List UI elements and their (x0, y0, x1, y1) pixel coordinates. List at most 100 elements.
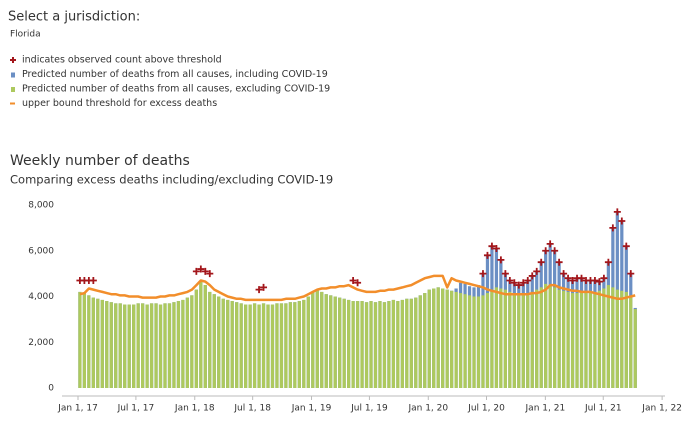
bar (154, 303, 158, 388)
bar (141, 303, 145, 388)
observed-marker (515, 281, 523, 289)
bar (539, 287, 543, 388)
observed-marker (569, 276, 577, 284)
observed-marker (201, 267, 209, 275)
observed-marker (519, 279, 527, 287)
bar (109, 302, 113, 388)
bar (87, 295, 91, 388)
bar (239, 303, 243, 388)
bar (396, 301, 400, 388)
bar (158, 304, 163, 388)
bar (409, 298, 413, 388)
bar (450, 290, 454, 388)
bar (338, 297, 342, 388)
bar (163, 303, 167, 388)
bar (123, 304, 127, 388)
bar (248, 304, 252, 388)
bar (208, 291, 212, 388)
bar (351, 301, 355, 388)
observed-marker (528, 272, 536, 280)
bar (288, 302, 293, 388)
x-tick-label: Jul 1, 21 (584, 404, 622, 414)
bar (378, 301, 382, 388)
x-tick-label: Jan 1, 18 (174, 404, 215, 414)
bar (575, 293, 579, 388)
bar (566, 291, 570, 388)
bar (400, 299, 404, 388)
observed-marker (546, 240, 554, 248)
bar (266, 304, 270, 388)
bar (96, 298, 100, 388)
bar (517, 294, 521, 388)
bar (441, 288, 445, 388)
bar (530, 291, 534, 388)
bar (203, 285, 207, 388)
bar (347, 299, 351, 388)
bar (261, 303, 266, 388)
bar (270, 304, 275, 388)
bar (91, 297, 95, 388)
bar (414, 297, 418, 388)
bar (432, 288, 436, 388)
chart-subtitle: Comparing excess deaths including/exclud… (10, 173, 333, 187)
bar (391, 299, 396, 388)
bar (512, 293, 516, 388)
bar (526, 293, 530, 388)
bar (548, 285, 552, 388)
observed-marker (506, 276, 514, 284)
observed-marker (488, 242, 496, 250)
bar (454, 291, 458, 388)
bar (284, 303, 288, 388)
bar (579, 291, 584, 388)
bar (172, 302, 176, 388)
bar (382, 302, 387, 388)
bar (467, 295, 472, 388)
bar (535, 289, 539, 388)
observed-marker (483, 251, 491, 259)
observed-marker (627, 270, 635, 278)
bar (369, 301, 373, 388)
legend-label: upper bound threshold for excess deaths (22, 98, 217, 109)
bar (503, 289, 507, 388)
bar (561, 290, 566, 388)
jurisdiction-value[interactable]: Florida (10, 30, 41, 40)
observed-marker (260, 283, 268, 291)
observed-marker (600, 274, 608, 282)
observed-marker (555, 258, 563, 266)
x-tick-label: Jan 1, 19 (291, 404, 332, 414)
observed-marker (537, 258, 545, 266)
bar (194, 289, 198, 388)
bar (423, 293, 427, 388)
bar (463, 294, 467, 388)
bar (472, 296, 476, 388)
bar (221, 298, 225, 388)
x-tick-label: Jul 1, 20 (467, 404, 505, 414)
bar (244, 304, 248, 388)
y-tick-label: 6,000 (28, 246, 54, 256)
bar (355, 301, 360, 388)
y-tick-label: 0 (48, 384, 54, 394)
observed-marker (542, 247, 550, 255)
observed-marker (595, 278, 603, 286)
bar (78, 291, 82, 388)
legend-label: Predicted number of deaths from all caus… (22, 84, 330, 95)
bar (127, 304, 131, 388)
bar (235, 302, 239, 388)
bar (136, 303, 140, 388)
legend-label: Predicted number of deaths from all caus… (22, 69, 328, 80)
bar (226, 299, 230, 388)
bar (315, 289, 319, 388)
bar (458, 293, 463, 388)
observed-marker (604, 258, 612, 266)
bar (181, 299, 185, 388)
bar (557, 289, 561, 388)
observed-marker (560, 270, 568, 278)
bar (230, 301, 234, 388)
observed-marker (206, 270, 214, 278)
bar (279, 303, 284, 388)
bar (114, 303, 118, 388)
bar (275, 303, 279, 388)
bar (217, 296, 221, 388)
bar (633, 309, 637, 388)
y-tick-label: 4,000 (28, 292, 54, 302)
